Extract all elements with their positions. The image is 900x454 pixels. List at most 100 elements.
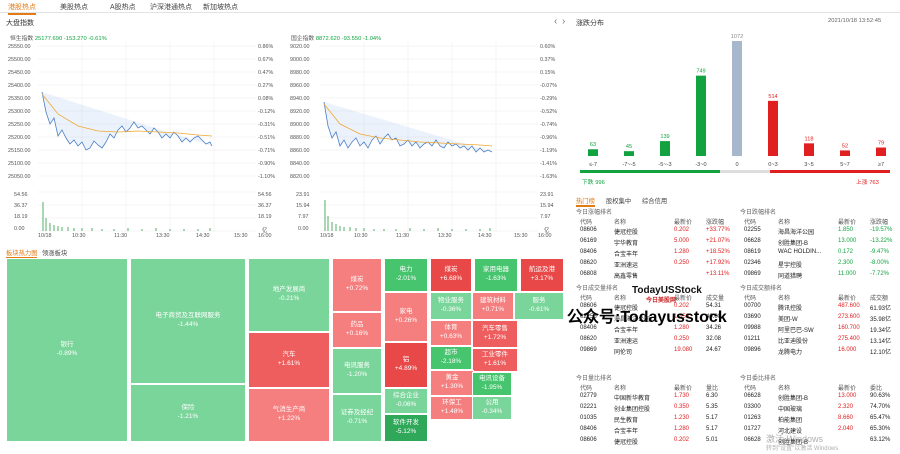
heatmap-cell[interactable]: 软件开发 -5.12% <box>384 414 428 442</box>
heatmap-cell-name: 物业服务 <box>438 297 464 305</box>
heatmap-cell[interactable]: 物业服务 -0.36% <box>430 292 472 320</box>
heatmap-cell[interactable]: 煤炭 +6.68% <box>430 258 472 292</box>
heatmap-cell[interactable]: 综合企业 -0.06% <box>384 388 428 414</box>
heatmap-cell[interactable]: 电子商贸及互联网服务 -1.44% <box>130 258 246 384</box>
rank-table-cell: 61.93亿 <box>870 306 892 312</box>
heatmap-cell[interactable]: 电力 -2.01% <box>384 258 428 292</box>
rank-table-column: 名称 <box>614 220 627 226</box>
heatmap-cell[interactable]: 铝 +4.89% <box>384 342 428 388</box>
dist-category-label: 0~3 <box>768 162 778 168</box>
heatmap-cell[interactable]: 地产发展商 -0.21% <box>248 258 330 332</box>
heatmap-cell[interactable]: 银行 -0.89% <box>6 258 128 442</box>
heatmap-cell-name: 汽车零售 <box>482 325 508 333</box>
heatmap-cell-name: 体育 <box>444 324 458 332</box>
rank-table-cell: 合宝丰年 <box>614 328 639 334</box>
heatmap-cell[interactable]: 服务 -0.61% <box>514 292 564 320</box>
heatmap-cell-name: 电力 <box>399 266 413 274</box>
rank-table-row[interactable]: 01263 柏能集团 8.660 65.47% <box>740 415 896 424</box>
tab-hot-list[interactable]: 热门榜 <box>576 198 595 207</box>
tab-credit[interactable]: 综合信用 <box>642 198 668 205</box>
heatmap-cell[interactable]: 证券及经纪 -0.71% <box>332 394 382 442</box>
rank-table-row[interactable]: 02221 创业集团控股 0.350 5.35 <box>576 404 732 413</box>
rank-table-row[interactable]: 02255 海昌海洋公园 1.850 40.00 <box>576 314 732 323</box>
tab-us-hot[interactable]: 美股热点 <box>60 4 88 11</box>
heatmap-cell[interactable]: 汽车零售 +1.72% <box>472 320 518 348</box>
rank-table-row[interactable]: 09869 同道猎聘 11.000 -7.72% <box>740 271 896 280</box>
rank-table-row[interactable]: 08606 倢冠控股 0.202 54.31 <box>576 303 732 312</box>
rank-table-row[interactable]: 01727 河北建设 2.040 65.30% <box>740 426 896 435</box>
rank-table-row[interactable]: 03690 美团-W 273.600 35.98亿 <box>740 314 896 323</box>
hsci-name: 国企指数 <box>291 36 315 42</box>
heatmap-cell[interactable]: 电讯设备 -1.95% <box>472 372 512 396</box>
chevron-right-icon[interactable]: › <box>562 16 566 27</box>
rank-table-row[interactable]: 09896 龙腾电力 16.000 12.10亿 <box>740 347 896 356</box>
heatmap-cell[interactable]: 保险 -1.21% <box>130 384 246 442</box>
heatmap-cell[interactable]: 电讯服务 -1.20% <box>332 348 382 394</box>
rank-table-row[interactable]: 06628 创胜集团-B 13.000 -13.22% <box>740 238 896 247</box>
rank-table-row[interactable]: 06808 高鑫零售 +13.11% <box>576 271 732 280</box>
rank-table-row[interactable]: 00700 腾讯控股 487.600 61.93亿 <box>740 303 896 312</box>
heatmap-cell-name: 铝 <box>402 356 410 364</box>
tab-leading-sector[interactable]: 领涨板块 <box>42 250 68 257</box>
hsci-chart[interactable] <box>320 42 538 242</box>
rank-table-cell: 同伦司 <box>614 350 633 356</box>
rank-table-row[interactable]: 09869 同伦司 19.080 24.67 <box>576 347 732 356</box>
heatmap-cell[interactable]: 体育 +0.63% <box>430 320 472 346</box>
hsci-header[interactable]: 国企指数 8872.620 -93.550 -1.04% <box>291 33 381 42</box>
heatmap-cell[interactable]: 煤炭 +0.72% <box>332 258 382 312</box>
rank-table-row[interactable]: 02346 星宇控股 2.300 -8.00% <box>740 260 896 269</box>
tab-connect-hot[interactable]: 沪深港通热点 <box>150 4 192 11</box>
rank-table-row[interactable]: 06169 宇华教育 5.000 +21.07% <box>576 238 732 247</box>
rank-table-cell: 星宇控股 <box>778 263 803 269</box>
rank-table-cell: -13.22% <box>870 238 893 244</box>
rank-table-row[interactable]: 08620 亚洲速运 0.250 32.08 <box>576 336 732 345</box>
hsi-name: 恒生指数 <box>10 36 34 42</box>
heatmap-cell[interactable]: 工业零件 +1.61% <box>472 348 518 372</box>
rank-table-row[interactable]: 06628 创胜集团-B 63.12% <box>740 437 896 446</box>
tab-sg-hot[interactable]: 新加坡热点 <box>203 4 238 11</box>
rank-table-row[interactable]: 01211 比亚迪股份 275.400 13.14亿 <box>740 336 896 345</box>
rank-table-cell: 40.00 <box>706 314 722 320</box>
tab-hk-hot[interactable]: 港股热点 <box>8 2 36 15</box>
hsi-chart[interactable] <box>38 42 256 242</box>
heatmap-cell[interactable]: 家电 +0.26% <box>384 292 428 342</box>
heatmap-cell-pct: +3.17% <box>530 275 554 282</box>
heatmap-cell-name: 煤炭 <box>444 266 458 274</box>
tab-a-hot[interactable]: A股热点 <box>110 4 136 11</box>
rank-table: 今日跌幅排名 代码 名称 最新价 涨跌幅 02255 海昌海洋公园 1.850 -19.57% 0… <box>740 207 896 287</box>
heatmap-cell[interactable]: 家用电器 -1.63% <box>474 258 518 292</box>
rank-table-cell: 1.280 <box>674 249 690 255</box>
rank-table-row[interactable]: 08406 合宝丰年 1.280 5.17 <box>576 426 732 435</box>
rank-table-cell: 比亚迪股份 <box>778 339 809 345</box>
rank-table-cell: 16.000 <box>838 347 857 353</box>
heatmap-cell[interactable]: 环保工 +1.48% <box>430 396 474 420</box>
rank-table-row[interactable]: 08619 WAC HOLDIN... 0.172 -9.47% <box>740 249 896 258</box>
heatmap-cell[interactable]: 气消生产商 +1.22% <box>248 388 330 442</box>
rank-table-row[interactable]: 09988 阿里巴巴-SW 160.700 19.34亿 <box>740 325 896 334</box>
rank-table-cell: 倢冠控股 <box>614 440 639 446</box>
rank-table-row[interactable]: 08406 合宝丰年 1.280 +18.52% <box>576 249 732 258</box>
rank-table-row[interactable]: 01035 民生教育 1.230 5.17 <box>576 415 732 424</box>
heatmap-cell[interactable]: 公用 -0.34% <box>472 396 512 420</box>
rank-table-cell: 65.30% <box>870 426 891 432</box>
rank-table-row[interactable]: 08620 亚洲速运 0.250 +17.92% <box>576 260 732 269</box>
rank-table-row[interactable]: 08606 倢冠控股 0.202 5.01 <box>576 437 732 446</box>
heatmap-cell[interactable]: 汽车 +1.61% <box>248 332 330 388</box>
heatmap-cell[interactable]: 航运及港 +3.17% <box>520 258 564 292</box>
heatmap-cell-pct: -1.63% <box>485 275 507 282</box>
rank-table-row[interactable]: 08406 合宝丰年 1.280 34.26 <box>576 325 732 334</box>
rank-table-row[interactable]: 02779 中国新华教育 1.730 6.30 <box>576 393 732 402</box>
heatmap-cell[interactable]: 黄金 +1.30% <box>430 370 474 396</box>
heatmap-cell[interactable]: 药品 +0.16% <box>332 312 382 348</box>
rank-table-row[interactable]: 08606 倢冠控股 0.202 +33.77% <box>576 227 732 236</box>
rank-table-row[interactable]: 03300 中国玻璃 2.320 74.70% <box>740 404 896 413</box>
rank-table-cell: 1.850 <box>838 227 854 233</box>
tab-equity-concentration[interactable]: 股权集中 <box>606 198 632 205</box>
heatmap-cell[interactable]: 建筑材料 +0.71% <box>472 292 514 320</box>
chevron-left-icon[interactable]: ‹ <box>554 16 558 27</box>
heatmap-cell-pct: -2.18% <box>440 358 462 365</box>
rank-table-row[interactable]: 06628 创胜集团-B 13.000 90.63% <box>740 393 896 402</box>
hsi-header[interactable]: 恒生指数 25177.690 -153.270 -0.61% <box>10 33 107 42</box>
heatmap-cell[interactable]: 超市 -2.18% <box>430 346 472 370</box>
rank-table-row[interactable]: 02255 海昌海洋公园 1.850 -19.57% <box>740 227 896 236</box>
